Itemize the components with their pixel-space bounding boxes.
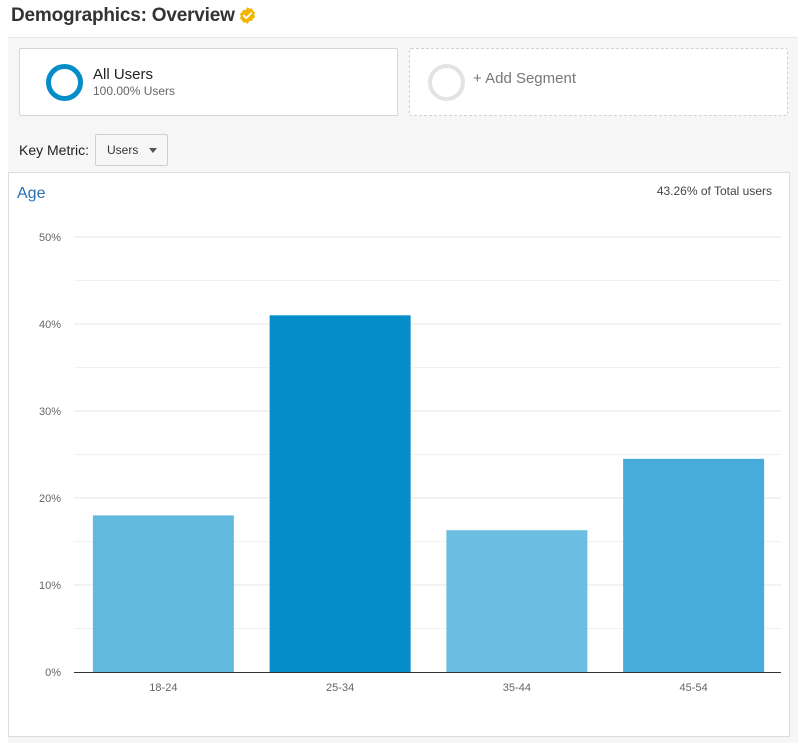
key-metric-label: Key Metric: bbox=[19, 142, 90, 158]
key-metric-select[interactable]: Users bbox=[95, 134, 168, 166]
bar-18-24 bbox=[92, 515, 234, 672]
y-tick-label: 50% bbox=[39, 232, 61, 244]
y-tick-label: 20% bbox=[39, 493, 61, 505]
add-segment-button[interactable]: + Add Segment bbox=[409, 48, 788, 116]
y-tick-label: 10% bbox=[39, 580, 61, 592]
x-tick-label: 35-44 bbox=[503, 682, 531, 694]
chart-total-note: 43.26% of Total users bbox=[656, 184, 772, 198]
x-tick-label: 25-34 bbox=[326, 682, 354, 694]
segment-ring-icon bbox=[46, 64, 83, 101]
page-header: Demographics: Overview bbox=[0, 0, 798, 36]
y-tick-label: 30% bbox=[39, 406, 61, 418]
segment-all-users[interactable]: All Users 100.00% Users bbox=[19, 48, 398, 116]
segment-subtitle: 100.00% Users bbox=[93, 84, 176, 98]
x-tick-label: 45-54 bbox=[680, 682, 708, 694]
caret-down-icon bbox=[149, 148, 157, 153]
chart-title: Age bbox=[17, 185, 46, 202]
age-chart-card: Age 43.26% of Total users 0% 10% 20% 30% 40%… bbox=[8, 172, 790, 737]
empty-segment-ring-icon bbox=[428, 64, 465, 101]
bar-45-54 bbox=[623, 458, 765, 672]
segment-name: All Users bbox=[93, 66, 154, 83]
bar-35-44 bbox=[446, 530, 588, 672]
key-metric-value: Users bbox=[107, 143, 139, 157]
y-tick-label: 40% bbox=[39, 319, 61, 331]
verified-badge-icon bbox=[239, 7, 256, 24]
x-tick-label: 18-24 bbox=[149, 682, 177, 694]
page-title: Demographics: Overview bbox=[11, 5, 235, 26]
age-bar-chart: 0% 10% 20% 30% 40% 50% 18-24 25-34 35-44 45-54 bbox=[39, 232, 781, 694]
y-tick-label: 0% bbox=[45, 667, 61, 679]
add-segment-label: + Add Segment bbox=[473, 70, 576, 87]
bar-25-34 bbox=[269, 315, 411, 672]
